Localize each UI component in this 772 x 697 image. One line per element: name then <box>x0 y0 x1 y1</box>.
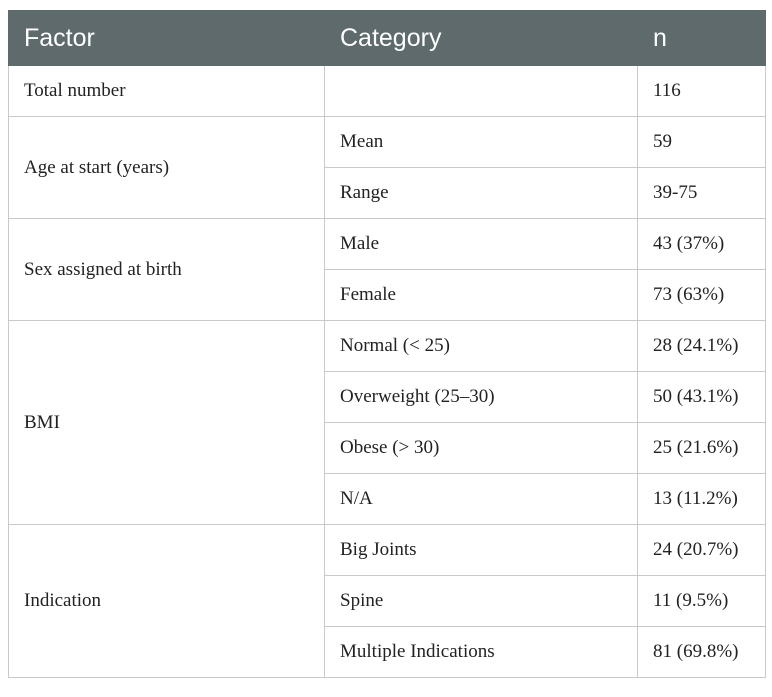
header-category: Category <box>324 10 638 66</box>
category-cell: N/A <box>324 473 638 525</box>
n-cell: 11 (9.5%) <box>637 575 766 627</box>
demographics-table-container: Factor Category n Total number 116 Age a… <box>8 10 766 678</box>
table-row: Multiple Indications 81 (69.8%) <box>9 626 766 678</box>
demographics-table: Factor Category n Total number 116 Age a… <box>8 10 766 678</box>
factor-cell-sex: Sex assigned at birth <box>8 218 325 321</box>
header-n: n <box>637 10 766 66</box>
table-row: Age at start (years) Mean 59 <box>8 116 766 219</box>
n-cell: 28 (24.1%) <box>637 320 766 372</box>
table-row: Overweight (25–30) 50 (43.1%) <box>9 371 766 423</box>
category-cell: Normal (< 25) <box>324 320 638 372</box>
n-cell: 73 (63%) <box>637 269 766 321</box>
n-cell: 13 (11.2%) <box>637 473 766 525</box>
n-cell: 50 (43.1%) <box>637 371 766 423</box>
table-row: Indication Big Joints 24 (20.7%) <box>8 524 766 678</box>
category-cell: Range <box>324 167 638 219</box>
n-cell: 25 (21.6%) <box>637 422 766 474</box>
table-row: Obese (> 30) 25 (21.6%) <box>9 422 766 474</box>
n-cell: 24 (20.7%) <box>637 524 766 576</box>
n-cell-total: 116 <box>637 65 766 117</box>
category-cell: Mean <box>324 116 638 168</box>
table-row: Range 39-75 <box>9 167 766 219</box>
n-cell: 59 <box>637 116 766 168</box>
factor-cell-bmi: BMI <box>8 320 325 525</box>
table-row: BMI Normal (< 25) 28 (24.1%) <box>8 320 766 525</box>
table-row: Spine 11 (9.5%) <box>9 575 766 627</box>
n-cell: 81 (69.8%) <box>637 626 766 678</box>
category-cell: Spine <box>324 575 638 627</box>
factor-cell-indication: Indication <box>8 524 325 678</box>
header-factor: Factor <box>8 10 325 66</box>
category-cell: Multiple Indications <box>324 626 638 678</box>
factor-cell-total: Total number <box>8 65 325 117</box>
n-cell: 43 (37%) <box>637 218 766 270</box>
category-cell: Male <box>324 218 638 270</box>
header-row: Factor Category n <box>8 10 766 66</box>
table-row: Female 73 (63%) <box>9 269 766 321</box>
table-row: Sex assigned at birth Male 43 (37%) <box>8 218 766 321</box>
n-cell: 39-75 <box>637 167 766 219</box>
category-cell: Obese (> 30) <box>324 422 638 474</box>
table-row: Total number 116 <box>8 65 766 117</box>
category-cell: Big Joints <box>324 524 638 576</box>
category-cell: Female <box>324 269 638 321</box>
category-cell: Overweight (25–30) <box>324 371 638 423</box>
table-header: Factor Category n <box>8 10 766 66</box>
table-row: N/A 13 (11.2%) <box>9 473 766 525</box>
table-body: Total number 116 Age at start (years) Me… <box>8 65 766 678</box>
factor-cell-age: Age at start (years) <box>8 116 325 219</box>
category-cell-empty <box>324 65 638 117</box>
